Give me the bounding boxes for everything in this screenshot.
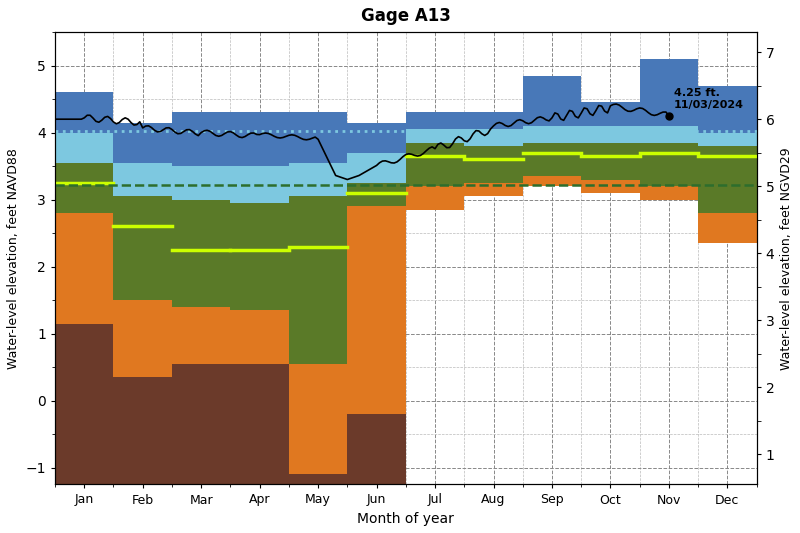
Bar (522, 126, 582, 143)
Bar (406, 112, 464, 129)
Title: Gage A13: Gage A13 (361, 7, 450, 25)
Bar (172, 112, 230, 166)
Bar (406, 143, 464, 186)
Bar (464, 183, 522, 196)
Bar (582, 126, 640, 143)
Bar (55, 133, 114, 163)
Bar (347, 152, 406, 183)
Y-axis label: Water-level elevation, feet NAVD88: Water-level elevation, feet NAVD88 (7, 148, 20, 369)
Bar (172, 307, 230, 364)
Bar (464, 129, 522, 146)
Bar (522, 143, 582, 176)
Bar (582, 102, 640, 126)
Bar (114, 163, 172, 196)
Bar (114, 196, 172, 300)
Bar (640, 143, 698, 186)
Y-axis label: Water-level elevation, feet NGVD29: Water-level elevation, feet NGVD29 (780, 147, 793, 369)
Bar (230, 310, 289, 364)
Bar (55, 324, 114, 484)
Bar (55, 92, 114, 133)
Bar (230, 203, 289, 310)
Bar (698, 86, 757, 133)
Bar (464, 112, 522, 129)
Bar (172, 200, 230, 307)
Bar (347, 414, 406, 484)
Bar (522, 176, 582, 186)
Bar (114, 377, 172, 484)
Bar (406, 186, 464, 209)
Bar (230, 166, 289, 203)
Bar (698, 133, 757, 146)
Bar (640, 126, 698, 143)
Bar (114, 300, 172, 377)
Bar (289, 474, 347, 484)
Bar (172, 364, 230, 484)
Bar (347, 183, 406, 206)
Bar (289, 196, 347, 364)
Bar (582, 143, 640, 180)
Bar (406, 129, 464, 143)
Bar (230, 364, 289, 484)
Bar (582, 180, 640, 193)
Bar (289, 112, 347, 163)
Bar (55, 213, 114, 324)
Bar (172, 166, 230, 200)
Bar (230, 112, 289, 166)
Bar (289, 364, 347, 474)
Bar (347, 123, 406, 152)
Text: 4.25 ft.
11/03/2024: 4.25 ft. 11/03/2024 (674, 88, 743, 110)
Bar (522, 76, 582, 126)
Bar (55, 163, 114, 213)
Bar (347, 206, 406, 414)
Bar (289, 163, 347, 196)
Bar (640, 59, 698, 126)
X-axis label: Month of year: Month of year (358, 512, 454, 526)
Bar (698, 146, 757, 213)
Bar (698, 213, 757, 243)
Bar (114, 123, 172, 163)
Bar (640, 186, 698, 200)
Bar (464, 146, 522, 183)
